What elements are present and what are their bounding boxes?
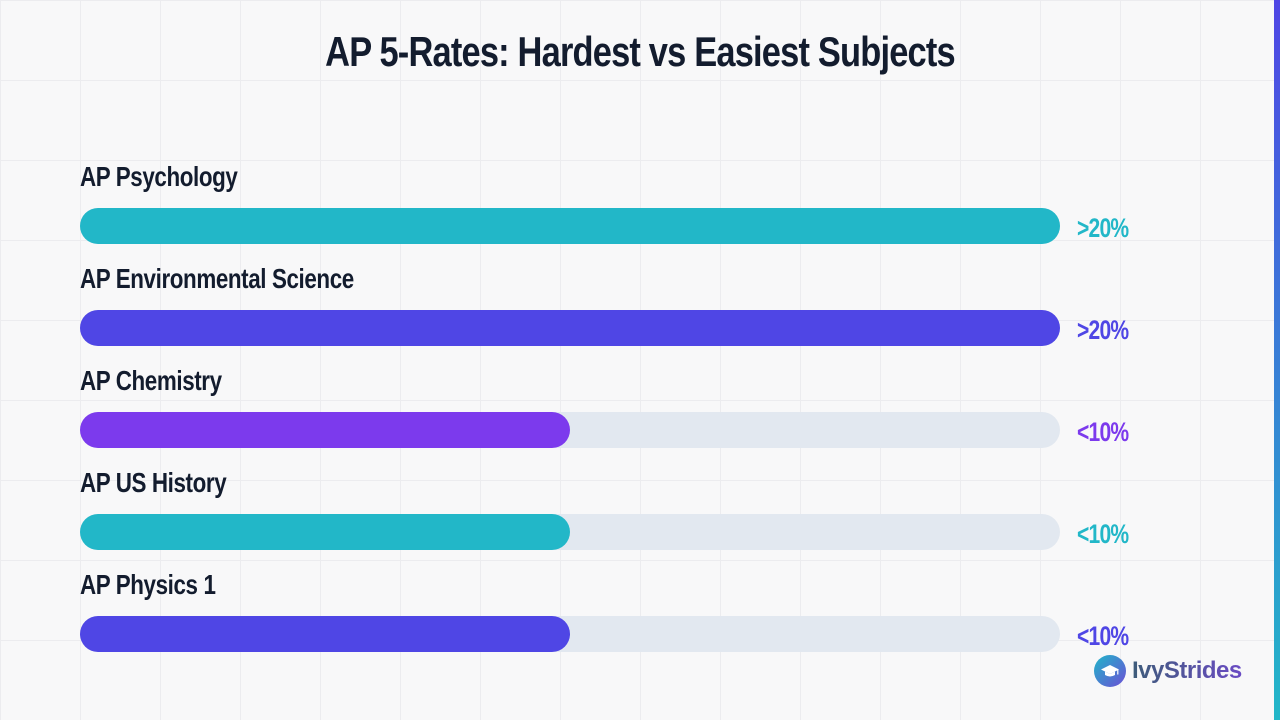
category-label: AP Psychology	[80, 161, 238, 192]
bar-track	[80, 514, 1060, 550]
category-label: AP Environmental Science	[80, 263, 354, 294]
value-label: >20%	[1077, 315, 1129, 345]
chart-title: AP 5-Rates: Hardest vs Easiest Subjects	[325, 28, 956, 75]
value-label: <10%	[1077, 519, 1129, 549]
bar-row: AP Physics 1 <10%	[80, 568, 1200, 670]
value-label: >20%	[1077, 213, 1129, 243]
bar	[80, 514, 570, 550]
accent-strip	[1274, 0, 1280, 720]
bar-row: AP US History <10%	[80, 466, 1200, 568]
bar-row: AP Environmental Science >20%	[80, 262, 1200, 364]
bar-track	[80, 412, 1060, 448]
graduation-cap-icon	[1094, 655, 1126, 687]
bar-track	[80, 616, 1060, 652]
bar	[80, 616, 570, 652]
bar	[80, 208, 1060, 244]
bar-row: AP Chemistry <10%	[80, 364, 1200, 466]
bar-row: AP Psychology >20%	[80, 160, 1200, 262]
category-label: AP Physics 1	[80, 569, 216, 600]
brand-name: IvyStrides	[1132, 657, 1242, 684]
category-label: AP Chemistry	[80, 365, 222, 396]
bar	[80, 310, 1060, 346]
value-label: <10%	[1077, 621, 1129, 651]
category-label: AP US History	[80, 467, 227, 498]
brand-logo-lockup: IvyStrides	[1094, 654, 1242, 688]
bar-track	[80, 208, 1060, 244]
bar-track	[80, 310, 1060, 346]
value-label: <10%	[1077, 417, 1129, 447]
bar	[80, 412, 570, 448]
